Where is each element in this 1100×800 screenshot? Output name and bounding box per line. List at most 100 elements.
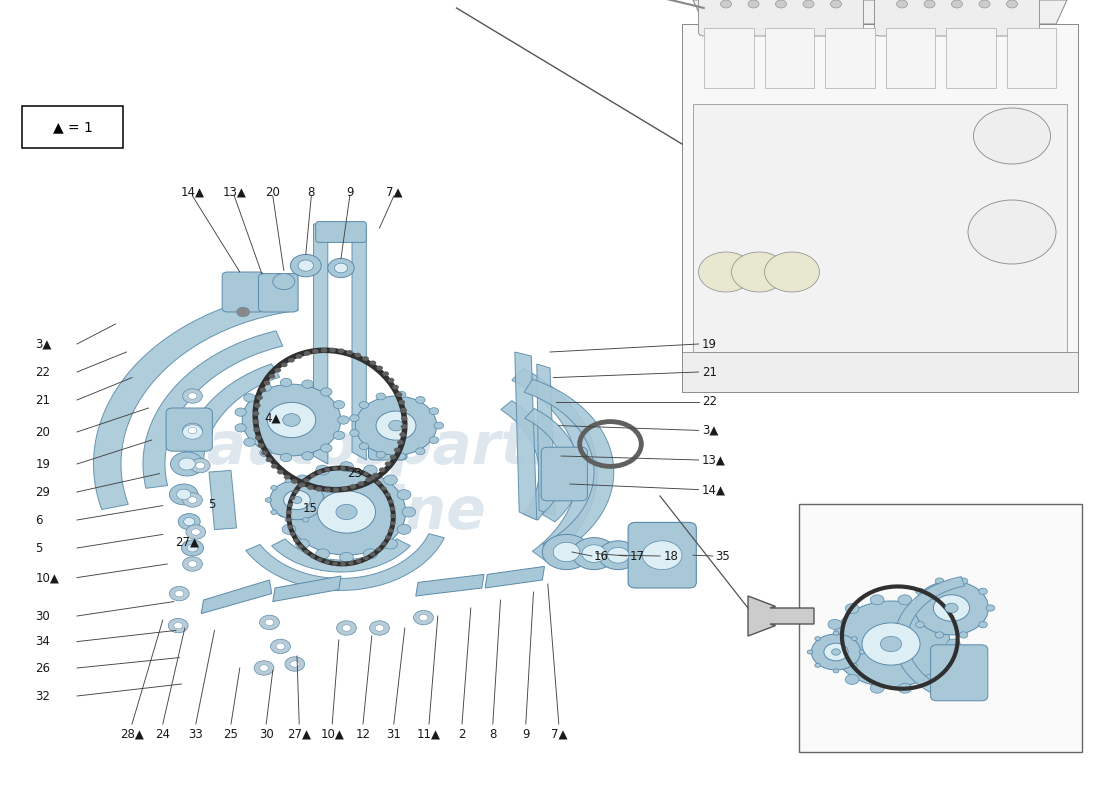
- Circle shape: [732, 252, 786, 292]
- Circle shape: [350, 484, 356, 489]
- Circle shape: [287, 525, 293, 529]
- Text: 20: 20: [35, 426, 51, 438]
- Circle shape: [598, 541, 638, 570]
- FancyBboxPatch shape: [931, 645, 988, 701]
- Circle shape: [340, 466, 345, 470]
- Polygon shape: [693, 0, 1067, 24]
- Circle shape: [416, 397, 425, 403]
- Bar: [682, 24, 1078, 392]
- Circle shape: [276, 643, 285, 650]
- Circle shape: [384, 475, 397, 485]
- Circle shape: [987, 605, 994, 611]
- Circle shape: [946, 639, 960, 649]
- FancyBboxPatch shape: [222, 272, 264, 312]
- Circle shape: [828, 658, 842, 669]
- Circle shape: [174, 622, 183, 629]
- Circle shape: [271, 486, 277, 490]
- Circle shape: [302, 518, 309, 522]
- Polygon shape: [524, 379, 614, 556]
- Circle shape: [255, 435, 262, 440]
- Circle shape: [830, 0, 842, 8]
- Text: 23: 23: [346, 467, 362, 480]
- Text: 10▲: 10▲: [320, 728, 344, 741]
- Circle shape: [282, 524, 296, 534]
- Circle shape: [317, 510, 323, 514]
- Circle shape: [260, 383, 272, 391]
- Text: 17: 17: [629, 550, 645, 562]
- Circle shape: [397, 490, 411, 500]
- Circle shape: [400, 408, 407, 413]
- Circle shape: [288, 358, 295, 362]
- Circle shape: [254, 661, 274, 675]
- Circle shape: [776, 0, 786, 8]
- Circle shape: [282, 490, 296, 500]
- Text: 3▲: 3▲: [35, 338, 52, 350]
- Text: 21: 21: [35, 394, 51, 406]
- Text: 14▲: 14▲: [180, 186, 205, 198]
- Circle shape: [187, 544, 198, 552]
- FancyBboxPatch shape: [698, 0, 864, 36]
- Circle shape: [260, 665, 268, 671]
- Circle shape: [862, 623, 920, 665]
- Text: 19: 19: [702, 338, 717, 350]
- Circle shape: [285, 657, 305, 671]
- Circle shape: [188, 497, 197, 503]
- Circle shape: [429, 437, 439, 443]
- Polygon shape: [94, 290, 298, 510]
- Circle shape: [253, 411, 260, 416]
- Circle shape: [170, 452, 204, 476]
- Circle shape: [940, 619, 954, 630]
- Circle shape: [332, 562, 338, 566]
- Polygon shape: [500, 401, 556, 520]
- Circle shape: [358, 482, 364, 486]
- Circle shape: [370, 476, 375, 480]
- Circle shape: [385, 535, 390, 539]
- Circle shape: [363, 556, 368, 560]
- Circle shape: [370, 552, 375, 556]
- Bar: [704, 28, 754, 88]
- Circle shape: [280, 454, 292, 462]
- Circle shape: [178, 458, 195, 470]
- Circle shape: [923, 674, 937, 685]
- Circle shape: [298, 260, 314, 271]
- Circle shape: [196, 462, 205, 469]
- Text: 16: 16: [594, 550, 609, 562]
- Circle shape: [188, 427, 197, 434]
- Circle shape: [553, 542, 580, 562]
- Text: 9: 9: [346, 186, 353, 198]
- Text: autosparts
online: autosparts online: [207, 418, 563, 542]
- Polygon shape: [525, 409, 580, 522]
- Circle shape: [388, 378, 395, 382]
- Circle shape: [191, 529, 200, 535]
- Circle shape: [244, 438, 255, 446]
- Polygon shape: [184, 364, 279, 470]
- FancyBboxPatch shape: [316, 222, 366, 242]
- Circle shape: [959, 578, 968, 584]
- Circle shape: [285, 478, 292, 482]
- Circle shape: [1006, 0, 1018, 8]
- Circle shape: [284, 474, 290, 479]
- Polygon shape: [272, 539, 410, 572]
- Circle shape: [815, 637, 821, 641]
- Circle shape: [324, 560, 330, 564]
- Circle shape: [337, 621, 356, 635]
- Circle shape: [398, 400, 405, 405]
- Circle shape: [316, 465, 330, 475]
- Circle shape: [188, 393, 197, 399]
- Circle shape: [182, 540, 204, 556]
- Circle shape: [183, 425, 202, 439]
- Text: 14▲: 14▲: [702, 483, 726, 496]
- Circle shape: [178, 514, 200, 530]
- Circle shape: [333, 401, 344, 409]
- Circle shape: [880, 636, 902, 652]
- Circle shape: [280, 378, 292, 386]
- Circle shape: [388, 420, 404, 431]
- Circle shape: [832, 601, 950, 687]
- FancyBboxPatch shape: [166, 408, 212, 451]
- Circle shape: [833, 669, 839, 673]
- Circle shape: [400, 408, 407, 413]
- Circle shape: [376, 481, 382, 485]
- Polygon shape: [143, 331, 283, 488]
- Circle shape: [399, 432, 406, 437]
- Circle shape: [720, 0, 732, 8]
